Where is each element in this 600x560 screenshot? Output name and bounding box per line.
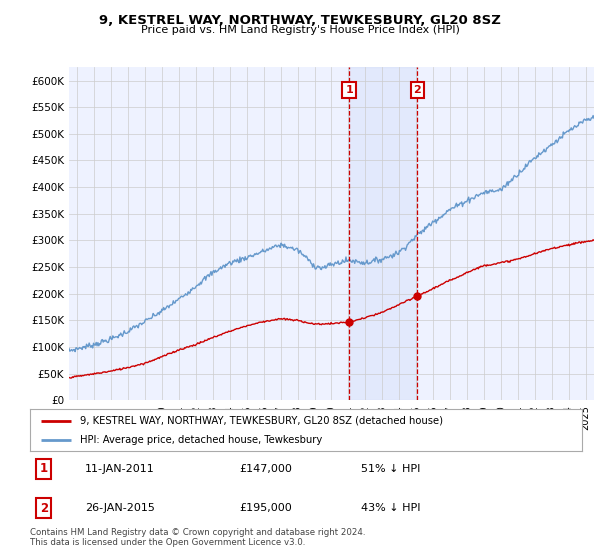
Text: 2: 2 (40, 502, 48, 515)
Text: 9, KESTREL WAY, NORTHWAY, TEWKESBURY, GL20 8SZ (detached house): 9, KESTREL WAY, NORTHWAY, TEWKESBURY, GL… (80, 416, 443, 426)
Text: Price paid vs. HM Land Registry's House Price Index (HPI): Price paid vs. HM Land Registry's House … (140, 25, 460, 35)
Bar (349, 67, 418, 400)
Text: 11-JAN-2011: 11-JAN-2011 (85, 464, 155, 474)
Text: HPI: Average price, detached house, Tewkesbury: HPI: Average price, detached house, Tewk… (80, 435, 322, 445)
Text: 51% ↓ HPI: 51% ↓ HPI (361, 464, 421, 474)
Text: Contains HM Land Registry data © Crown copyright and database right 2024.
This d: Contains HM Land Registry data © Crown c… (30, 528, 365, 547)
Text: 1: 1 (345, 85, 353, 95)
Text: 43% ↓ HPI: 43% ↓ HPI (361, 503, 421, 513)
Text: £195,000: £195,000 (240, 503, 293, 513)
Text: 26-JAN-2015: 26-JAN-2015 (85, 503, 155, 513)
Text: 9, KESTREL WAY, NORTHWAY, TEWKESBURY, GL20 8SZ: 9, KESTREL WAY, NORTHWAY, TEWKESBURY, GL… (99, 14, 501, 27)
Text: 1: 1 (40, 463, 48, 475)
Text: 2: 2 (413, 85, 421, 95)
Text: £147,000: £147,000 (240, 464, 293, 474)
